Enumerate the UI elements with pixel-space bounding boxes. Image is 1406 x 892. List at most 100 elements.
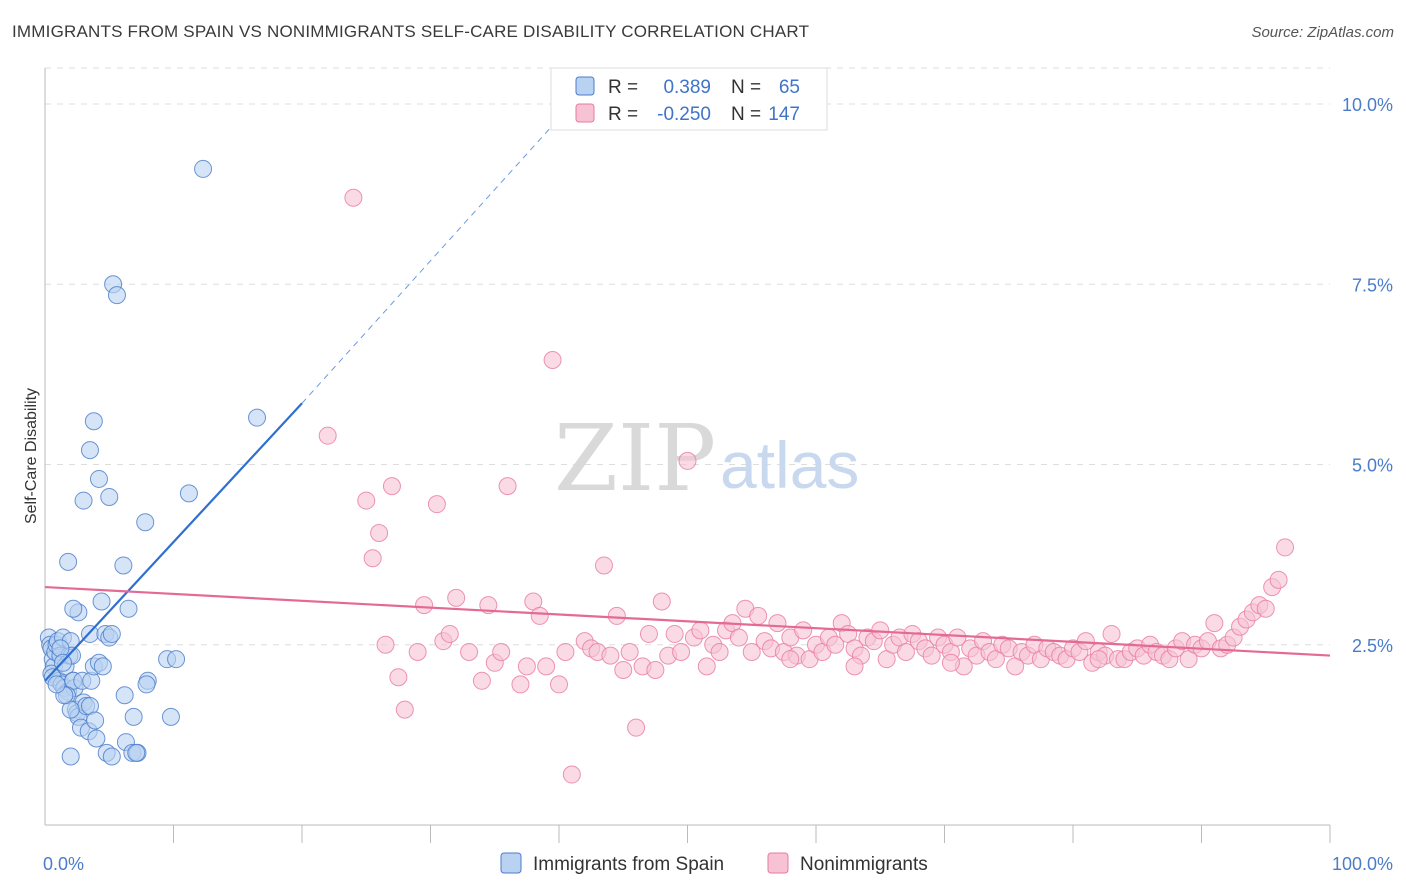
data-point (427, 495, 446, 514)
data-point (517, 657, 536, 676)
legend-r-label: R = (608, 104, 638, 125)
data-point (729, 628, 748, 647)
data-point (652, 592, 671, 611)
data-point (376, 635, 395, 654)
legend-label-immigrants: Immigrants from Spain (533, 854, 724, 875)
data-point (102, 624, 121, 643)
data-point (794, 621, 813, 640)
data-point (80, 441, 99, 460)
data-point (179, 484, 198, 503)
data-point (102, 747, 121, 766)
data-point (93, 657, 112, 676)
legend-n-label: N = (731, 77, 761, 98)
data-point (941, 653, 960, 672)
data-point (382, 477, 401, 496)
x-tick-label: 100.0% (1332, 854, 1393, 874)
data-point (344, 188, 363, 207)
data-point (620, 642, 639, 661)
data-point (550, 675, 568, 694)
trend-lines (44, 103, 1331, 682)
data-point (1102, 624, 1121, 643)
data-point (415, 596, 434, 615)
data-point (357, 491, 376, 510)
data-point (137, 675, 156, 694)
legend-n-value: 147 (768, 104, 800, 125)
legend-box (550, 67, 828, 131)
data-point (167, 650, 186, 669)
tick-labels: 2.5% 5.0% 7.5% 10.0% 0.0% 100.0% (43, 95, 1393, 874)
correlation-legend: R = 0.389 N = 65 R = -0.250 N = 147 (550, 67, 828, 131)
x-tick-label: 0.0% (43, 854, 84, 874)
data-point (107, 286, 126, 305)
data-point (1269, 570, 1288, 589)
data-point (697, 657, 716, 676)
data-point (479, 596, 498, 615)
legend-n-value: 65 (779, 77, 800, 98)
data-point (691, 621, 710, 640)
data-point (89, 469, 108, 488)
data-point (665, 624, 684, 643)
watermark: ZIP atlas (554, 405, 859, 512)
data-point (845, 657, 864, 676)
y-axis-title: Self-Care Disability (23, 388, 40, 524)
data-point (1276, 538, 1295, 557)
series-legend: Immigrants from Spain Nonimmigrants (500, 852, 928, 875)
trend-extension (301, 103, 573, 404)
watermark-atlas: atlas (720, 428, 859, 502)
y-tick-label: 10.0% (1342, 95, 1393, 115)
data-point (136, 513, 155, 532)
data-point (248, 408, 267, 427)
legend-r-value: 0.389 (663, 77, 711, 98)
data-point (440, 624, 459, 643)
data-point (161, 707, 180, 726)
data-point (472, 671, 491, 690)
data-point (1256, 599, 1275, 618)
data-point (948, 628, 967, 647)
legend-label-nonimmigrants: Nonimmigrants (800, 854, 928, 875)
data-point (537, 657, 556, 676)
data-point (395, 700, 414, 719)
legend-swatch-pink (575, 103, 595, 123)
data-point (61, 747, 80, 766)
grid-lines (45, 67, 1330, 646)
data-point (115, 686, 134, 705)
data-point (127, 743, 146, 762)
data-point (119, 599, 138, 618)
data-point (672, 642, 691, 661)
data-point (498, 477, 517, 496)
data-point (627, 718, 646, 737)
data-point (74, 491, 93, 510)
data-point (100, 487, 119, 506)
legend-swatch-immigrants (500, 852, 522, 874)
legend-swatch-blue (575, 76, 595, 96)
series-nonimmigrants (318, 188, 1295, 784)
data-point (84, 412, 103, 431)
data-point (922, 646, 941, 665)
data-point (556, 642, 575, 661)
axes (44, 68, 1331, 843)
legend-swatch-nonimmigrants (767, 852, 789, 874)
data-point (646, 660, 665, 679)
data-point (678, 451, 697, 470)
data-point (607, 606, 626, 625)
data-point (768, 614, 787, 633)
data-point (710, 642, 729, 661)
data-point (781, 650, 800, 669)
trend-line (44, 402, 303, 682)
data-point (749, 606, 768, 625)
data-point (742, 642, 761, 661)
y-tick-label: 2.5% (1352, 636, 1393, 656)
data-point (614, 660, 633, 679)
data-point (826, 635, 845, 654)
data-point (447, 588, 466, 607)
data-point (511, 675, 530, 694)
data-point (124, 707, 143, 726)
data-point (87, 729, 106, 748)
chart-title: IMMIGRANTS FROM SPAIN VS NONIMMIGRANTS S… (12, 22, 810, 41)
data-point (1089, 650, 1108, 669)
data-point (408, 642, 427, 661)
data-point (594, 556, 613, 575)
data-point (59, 552, 78, 571)
data-point (389, 668, 408, 687)
